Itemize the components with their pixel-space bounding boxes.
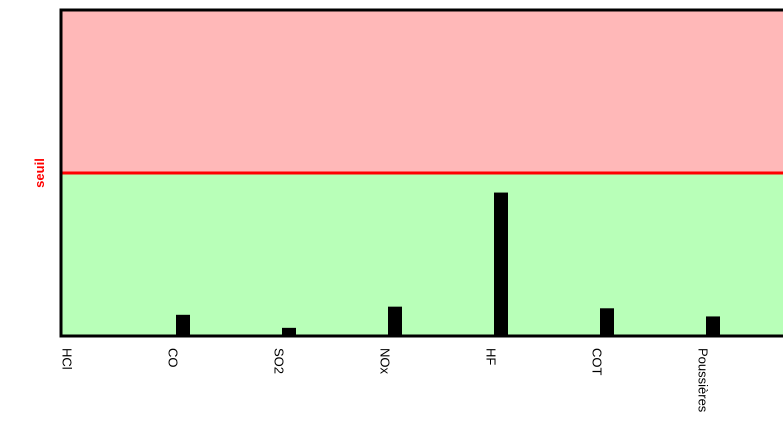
x-tick-label: Poussières (696, 348, 711, 413)
bar (706, 316, 720, 336)
danger-zone (61, 10, 783, 173)
bar (388, 306, 402, 336)
bar (282, 327, 296, 336)
x-tick-label: HCl (60, 348, 75, 370)
x-tick-label: COT (590, 348, 605, 376)
x-tick-label: CO (166, 348, 181, 368)
safe-zone (61, 173, 783, 336)
bar (176, 314, 190, 336)
x-tick-label: NOx (378, 348, 393, 375)
x-tick-label: HF (484, 348, 499, 365)
bar (600, 308, 614, 336)
threshold-label: seuil (32, 158, 47, 188)
plot-frame (59, 8, 783, 338)
x-tick-label: SO2 (272, 348, 287, 374)
bar (494, 192, 508, 336)
